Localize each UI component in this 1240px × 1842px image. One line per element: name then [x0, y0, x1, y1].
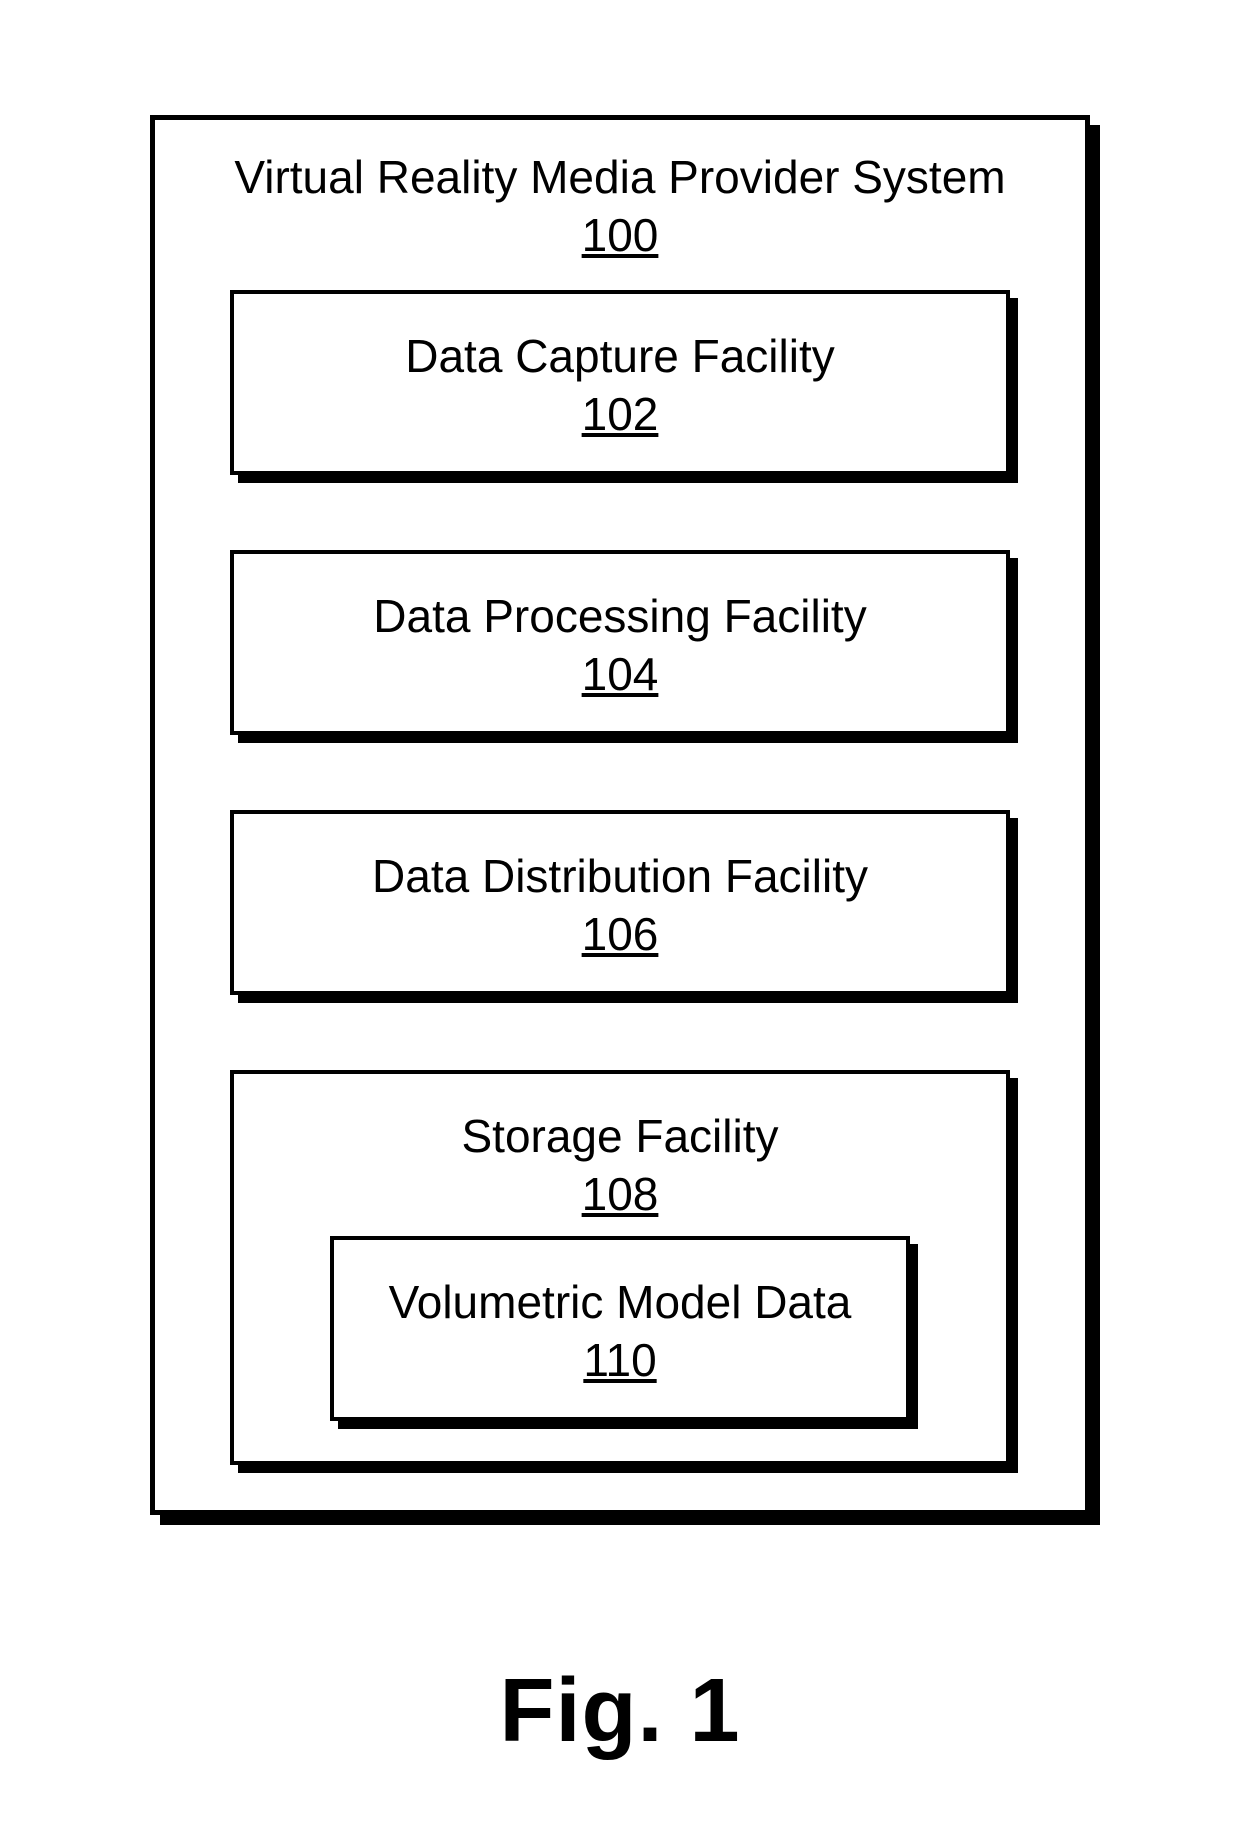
block-number: 110: [334, 1329, 906, 1422]
system-title: Virtual Reality Media Provider System: [155, 150, 1085, 204]
block-number: 106: [234, 903, 1006, 996]
block-volumetric-model: Volumetric Model Data 110: [330, 1236, 910, 1421]
system-number: 100: [155, 208, 1085, 262]
block-number: 104: [234, 643, 1006, 736]
block-number: 102: [234, 383, 1006, 476]
block-title: Data Distribution Facility: [234, 814, 1006, 903]
system-diagram: Virtual Reality Media Provider System 10…: [150, 115, 1090, 1515]
block-title: Data Processing Facility: [234, 554, 1006, 643]
block-title: Volumetric Model Data: [334, 1240, 906, 1329]
block-title: Storage Facility: [234, 1074, 1006, 1163]
block-box: Data Distribution Facility 106: [230, 810, 1010, 995]
block-title: Data Capture Facility: [234, 294, 1006, 383]
outer-box: Virtual Reality Media Provider System 10…: [150, 115, 1090, 1515]
block-box: Data Capture Facility 102: [230, 290, 1010, 475]
block-number: 108: [234, 1163, 1006, 1236]
block-box: Storage Facility 108 Volumetric Model Da…: [230, 1070, 1010, 1465]
block-box: Data Processing Facility 104: [230, 550, 1010, 735]
block-box: Volumetric Model Data 110: [330, 1236, 910, 1421]
figure-label: Fig. 1: [0, 1660, 1240, 1763]
